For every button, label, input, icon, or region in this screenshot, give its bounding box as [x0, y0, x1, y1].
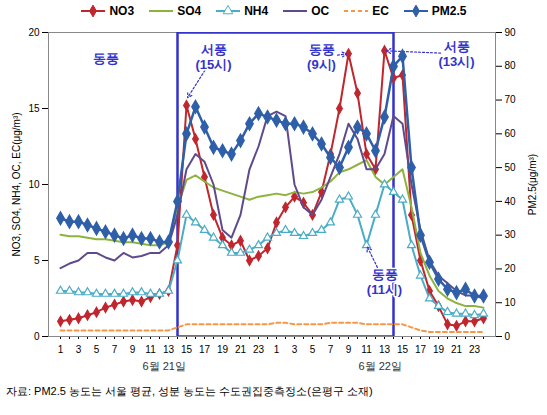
svg-text:20: 20 [28, 27, 40, 38]
svg-text:10: 10 [505, 297, 517, 308]
svg-text:10: 10 [28, 179, 40, 190]
svg-text:서풍(15시): 서풍(15시) [195, 42, 231, 72]
svg-text:17: 17 [415, 344, 427, 355]
svg-text:5: 5 [310, 344, 316, 355]
svg-text:21: 21 [451, 344, 463, 355]
svg-text:1: 1 [58, 344, 64, 355]
svg-text:1: 1 [274, 344, 280, 355]
svg-text:11: 11 [145, 344, 156, 355]
svg-text:90: 90 [505, 27, 517, 38]
html-text:SO4: SO4 [177, 4, 202, 18]
svg-text:11: 11 [361, 344, 372, 355]
svg-text:20: 20 [505, 263, 517, 274]
svg-text:50: 50 [505, 162, 517, 173]
svg-text:9: 9 [346, 344, 352, 355]
svg-text:동풍(9시): 동풍(9시) [307, 42, 336, 72]
html-text:EC: EC [372, 4, 389, 18]
svg-text:23: 23 [253, 344, 265, 355]
svg-text:30: 30 [505, 229, 517, 240]
svg-text:5: 5 [34, 255, 40, 266]
svg-text:13: 13 [379, 344, 391, 355]
svg-text:15: 15 [181, 344, 193, 355]
html-text:PM2.5: PM2.5 [431, 4, 467, 18]
svg-text:21: 21 [235, 344, 247, 355]
svg-text:40: 40 [505, 196, 517, 207]
svg-text:19: 19 [217, 344, 229, 355]
svg-text:19: 19 [433, 344, 445, 355]
svg-text:6월 22일: 6월 22일 [358, 360, 401, 372]
svg-text:3: 3 [76, 344, 82, 355]
html-text:NH4: NH4 [244, 4, 269, 18]
svg-text:17: 17 [199, 344, 211, 355]
svg-text:9: 9 [130, 344, 136, 355]
svg-text:7: 7 [328, 344, 334, 355]
html-text:NO3: NO3 [109, 4, 135, 18]
svg-text:3: 3 [292, 344, 298, 355]
svg-text:NO3, SO4, NH4, OC, EC(μg/m³): NO3, SO4, NH4, OC, EC(μg/m³) [11, 112, 22, 256]
svg-text:0: 0 [34, 331, 40, 342]
svg-text:서풍(13시): 서풍(13시) [438, 39, 474, 69]
svg-text:15: 15 [28, 103, 40, 114]
svg-text:70: 70 [505, 94, 517, 105]
svg-text:0: 0 [505, 331, 511, 342]
svg-text:23: 23 [469, 344, 481, 355]
svg-text:동풍(11시): 동풍(11시) [367, 267, 402, 297]
svg-text:15: 15 [397, 344, 409, 355]
svg-text:PM2.5(μg/m³): PM2.5(μg/m³) [527, 154, 538, 215]
svg-text:7: 7 [112, 344, 118, 355]
svg-text:13: 13 [163, 344, 175, 355]
svg-text:80: 80 [505, 60, 517, 71]
html-text:자료: PM2.5 농도는 서울 평균, 성분 농도는 수도: 자료: PM2.5 농도는 서울 평균, 성분 농도는 수도권집중측정소(은평구… [6, 385, 373, 397]
svg-text:동풍: 동풍 [93, 51, 119, 66]
html-text:OC: OC [311, 4, 330, 18]
svg-text:5: 5 [94, 344, 100, 355]
svg-text:6월 21일: 6월 21일 [142, 360, 185, 372]
svg-text:60: 60 [505, 128, 517, 139]
